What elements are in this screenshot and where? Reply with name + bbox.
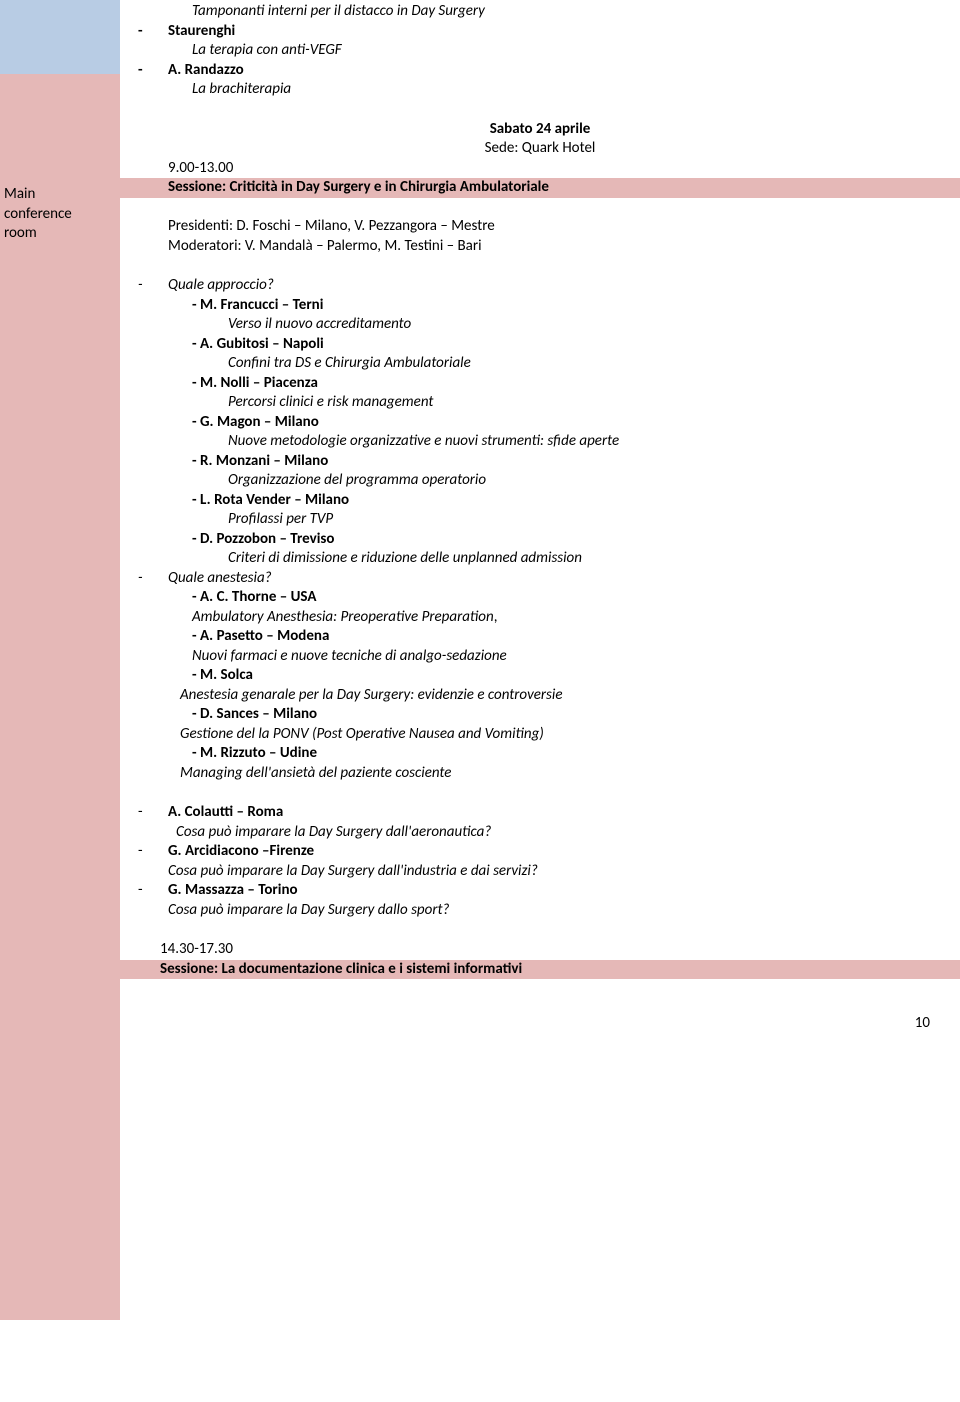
moderatori-line: Moderatori: V. Mandalà – Palermo, M. Tes… (168, 237, 960, 257)
page-number: 10 (120, 1014, 960, 1032)
b1-ti-1: Confini tra DS e Chirurgia Ambulatoriale (228, 354, 960, 374)
time-2: 14.30-17.30 (160, 940, 960, 960)
b1-ti-4: Organizzazione del programma operatorio (228, 471, 960, 491)
block1-head: Quale approccio? (168, 276, 960, 296)
b1-sp-2: - M. Nolli – Piacenza (192, 374, 960, 394)
b1-sp-4: - R. Monzani – Milano (192, 452, 960, 472)
intro-speaker-1: A. Randazzo (168, 61, 960, 81)
venue-line: Sede: Quark Hotel (120, 139, 960, 159)
b3-sp-1: G. Arcidiacono –Firenze (168, 842, 960, 862)
b1-ti-5: Profilassi per TVP (228, 510, 960, 530)
b3-ti-1: Cosa può imparare la Day Surgery dall'in… (168, 862, 960, 882)
b1-sp-6: - D. Pozzobon – Treviso (192, 530, 960, 550)
b2-ti-3: Gestione del la PONV (Post Operative Nau… (180, 725, 960, 745)
intro-title-0: Tamponanti interni per il distacco in Da… (192, 2, 960, 22)
b2-sp-1: - A. Pasetto – Modena (192, 627, 960, 647)
intro-speaker-0: Staurenghi (168, 22, 960, 42)
b2-sp-0: - A. C. Thorne – USA (192, 588, 960, 608)
left-column: Main conference room (0, 0, 120, 1320)
b2-ti-0: Ambulatory Anesthesia: Preoperative Prep… (192, 608, 960, 628)
session-1-title: Sessione: Criticità in Day Surgery e in … (120, 178, 960, 198)
intro-title-2: La brachiterapia (192, 80, 960, 100)
room-label: Main conference room (4, 185, 72, 244)
b1-ti-3: Nuove metodologie organizzative e nuovi … (228, 432, 960, 452)
b3-sp-0: A. Colautti – Roma (168, 803, 960, 823)
b2-sp-2: - M. Solca (192, 666, 960, 686)
time-1: 9.00-13.00 (168, 159, 960, 179)
b1-ti-2: Percorsi clinici e risk management (228, 393, 960, 413)
b3-ti-0: Cosa può imparare la Day Surgery dall'ae… (176, 823, 960, 843)
intro-title-1: La terapia con anti-VEGF (192, 41, 960, 61)
b2-ti-4: Managing dell'ansietà del paziente cosci… (180, 764, 960, 784)
b1-ti-6: Criteri di dimissione e riduzione delle … (228, 549, 960, 569)
pink-block (0, 74, 120, 1320)
presidenti-line: Presidenti: D. Foschi – Milano, V. Pezza… (168, 217, 960, 237)
main-content: Tamponanti interni per il distacco in Da… (120, 0, 960, 1032)
b1-sp-0: - M. Francucci – Terni (192, 296, 960, 316)
blue-block (0, 0, 120, 74)
b3-sp-2: G. Massazza – Torino (168, 881, 960, 901)
session-2-title: Sessione: La documentazione clinica e i … (120, 960, 960, 980)
block2-head: Quale anestesia? (168, 569, 960, 589)
room-label-line3: room (4, 224, 72, 244)
b1-ti-0: Verso il nuovo accreditamento (228, 315, 960, 335)
b1-sp-1: - A. Gubitosi – Napoli (192, 335, 960, 355)
b2-ti-1: Nuovi farmaci e nuove tecniche di analgo… (192, 647, 960, 667)
b1-sp-5: - L. Rota Vender – Milano (192, 491, 960, 511)
day-heading: Sabato 24 aprile (120, 120, 960, 140)
b1-sp-3: - G. Magon – Milano (192, 413, 960, 433)
room-label-line2: conference (4, 205, 72, 225)
room-label-line1: Main (4, 185, 72, 205)
b2-sp-3: - D. Sances – Milano (192, 705, 960, 725)
b2-ti-2: Anestesia genarale per la Day Surgery: e… (180, 686, 960, 706)
b2-sp-4: - M. Rizzuto – Udine (192, 744, 960, 764)
b3-ti-2: Cosa può imparare la Day Surgery dallo s… (168, 901, 960, 921)
